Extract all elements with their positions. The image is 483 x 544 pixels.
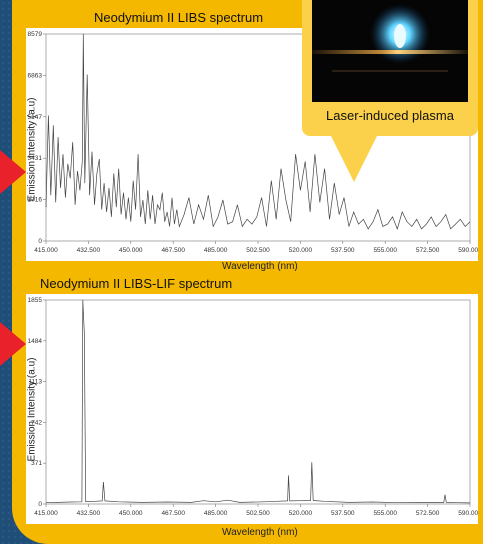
libs-chart-title: Neodymium II LIBS spectrum [94, 10, 264, 25]
x-tick-label: 415.000 [34, 510, 58, 517]
y-tick-label: 8579 [28, 31, 43, 38]
y-tick-label: 3431 [28, 155, 43, 162]
y-tick-label: 742 [31, 419, 42, 426]
x-tick-label: 467.500 [161, 510, 185, 517]
libs-x-axis-label: Wavelength (nm) [222, 261, 298, 272]
y-tick-label: 1484 [28, 338, 43, 345]
x-tick-label: 432.500 [77, 510, 101, 517]
lif-chart-title: Neodymium II LIBS-LIF spectrum [40, 276, 233, 291]
x-tick-label: 432.500 [77, 247, 101, 254]
y-tick-label: 371 [31, 460, 42, 467]
x-tick-label: 537.500 [331, 510, 355, 517]
plasma-icon [312, 0, 468, 102]
y-tick-label: 6863 [28, 72, 43, 79]
x-tick-label: 572.500 [416, 510, 440, 517]
x-tick-label: 555.000 [373, 247, 397, 254]
y-tick-label: 1113 [29, 379, 43, 386]
x-tick-label: 450.000 [119, 510, 143, 517]
x-tick-label: 502.500 [246, 247, 270, 254]
x-tick-label: 415.000 [34, 247, 58, 254]
x-tick-label: 537.500 [331, 247, 355, 254]
y-tick-label: 0 [38, 238, 42, 245]
x-tick-label: 590.000 [458, 247, 478, 254]
y-tick-label: 1716 [28, 197, 43, 204]
lif-chart-svg: 0 371 742 1113 1484 1855 415.000 432.500 450.000… [28, 297, 478, 517]
x-tick-label: 502.500 [246, 510, 270, 517]
red-arrow-bottom [0, 322, 26, 366]
spectrum-line [45, 33, 471, 230]
plasma-image [312, 0, 468, 102]
x-tick-label: 590.000 [458, 510, 478, 517]
callout-tail [330, 134, 378, 182]
y-tick-label: 5147 [28, 114, 43, 121]
x-tick-label: 555.000 [373, 510, 397, 517]
y-tick-label: 0 [38, 501, 42, 508]
x-tick-label: 485.000 [204, 510, 228, 517]
x-tick-label: 520.000 [289, 510, 313, 517]
x-tick-label: 467.500 [161, 247, 185, 254]
lif-y-axis-label: Emission Intensity (a.u) [26, 357, 38, 462]
libs-y-axis-label: Emission Intensity (a.u) [26, 97, 38, 202]
x-tick-label: 572.500 [416, 247, 440, 254]
red-arrow-top [0, 150, 26, 194]
photo-callout: Laser-induced plasma [302, 0, 478, 136]
x-tick-label: 520.000 [289, 247, 313, 254]
libs-chart-svg: 0 1716 3431 5147 6863 8579 415.000 432.500 450.0… [28, 31, 478, 254]
x-tick-label: 485.000 [204, 247, 228, 254]
lif-x-axis-label: Wavelength (nm) [222, 527, 298, 538]
lif-chart: 0 371 742 1113 1484 1855 415.000 432.500 450.000… [26, 294, 478, 524]
plot-frame [45, 299, 471, 505]
spectrum-line [45, 299, 471, 504]
y-tick-label: 1855 [28, 297, 43, 304]
photo-caption: Laser-induced plasma [326, 108, 454, 123]
x-tick-label: 450.000 [119, 247, 143, 254]
